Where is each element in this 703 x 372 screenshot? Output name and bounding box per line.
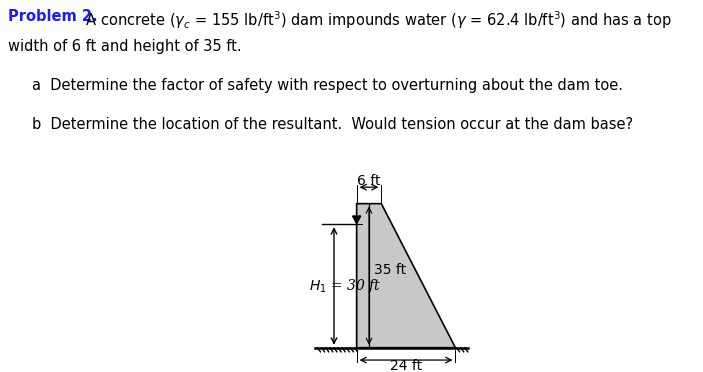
Text: 6 ft: 6 ft	[357, 174, 381, 188]
Polygon shape	[352, 216, 361, 224]
Text: Problem 2.: Problem 2.	[8, 9, 98, 24]
Text: 35 ft: 35 ft	[374, 263, 406, 276]
Text: a  Determine the factor of safety with respect to overturning about the dam toe.: a Determine the factor of safety with re…	[32, 78, 623, 93]
Polygon shape	[356, 203, 456, 348]
Text: 24 ft: 24 ft	[390, 359, 422, 372]
Text: b  Determine the location of the resultant.  Would tension occur at the dam base: b Determine the location of the resultan…	[32, 117, 633, 132]
Text: $H_1$ = 30 ft: $H_1$ = 30 ft	[309, 277, 382, 295]
Text: A concrete ($\gamma_c$ = 155 lb/ft$^3$) dam impounds water ($\gamma$ = 62.4 lb/f: A concrete ($\gamma_c$ = 155 lb/ft$^3$) …	[72, 9, 671, 31]
Text: width of 6 ft and height of 35 ft.: width of 6 ft and height of 35 ft.	[8, 39, 242, 54]
